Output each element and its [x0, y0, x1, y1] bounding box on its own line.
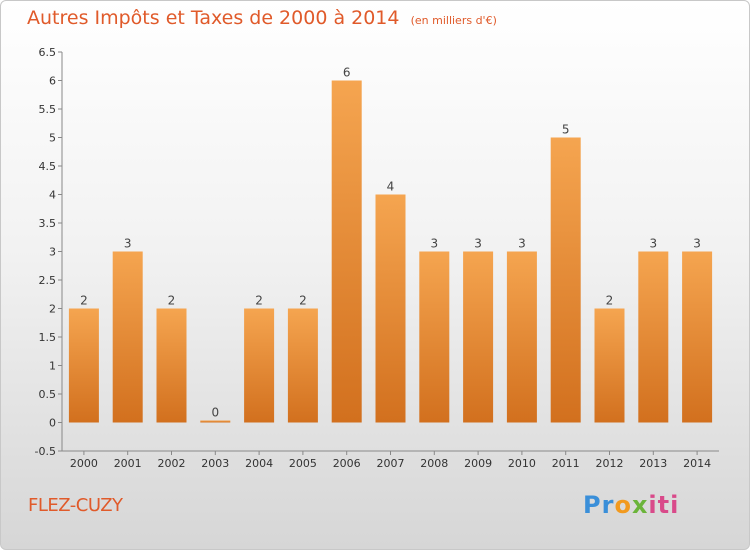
- y-tick-label: 3: [49, 246, 56, 259]
- bar: [156, 308, 187, 423]
- y-tick-label: 4: [49, 189, 56, 202]
- y-tick-label: 3.5: [39, 217, 57, 230]
- bar: [638, 251, 669, 423]
- x-tick-label: 2012: [596, 457, 624, 470]
- y-tick-label: 1: [49, 360, 56, 373]
- bar: [594, 308, 625, 423]
- bar: [112, 251, 143, 423]
- bar: [68, 308, 99, 423]
- x-tick-label: 2001: [114, 457, 142, 470]
- bar: [550, 137, 581, 423]
- y-tick-label: 6.5: [39, 46, 57, 59]
- data-label: 0: [211, 406, 219, 420]
- x-tick-label: 2007: [377, 457, 405, 470]
- data-label: 2: [299, 294, 307, 308]
- town-name: FLEZ-CUZY: [28, 495, 123, 516]
- x-tick-label: 2013: [639, 457, 667, 470]
- y-tick-label: 5.5: [39, 103, 57, 116]
- data-label: 3: [430, 237, 438, 251]
- bar: [463, 251, 494, 423]
- data-label: 3: [124, 237, 132, 251]
- data-label: 3: [474, 237, 482, 251]
- x-tick-label: 2011: [552, 457, 580, 470]
- data-label: 6: [343, 66, 351, 80]
- x-tick-label: 2010: [508, 457, 536, 470]
- data-label: 2: [606, 294, 614, 308]
- bar: [287, 308, 318, 423]
- proxiti-logo[interactable]: Proxiti: [583, 491, 680, 519]
- bar: [682, 251, 713, 423]
- data-label: 4: [387, 180, 395, 194]
- bar: [375, 194, 406, 423]
- x-tick-label: 2009: [464, 457, 492, 470]
- x-tick-label: 2000: [70, 457, 98, 470]
- bar: [244, 308, 275, 423]
- x-tick-label: 2014: [683, 457, 711, 470]
- y-tick-label: 4.5: [39, 160, 57, 173]
- y-tick-label: 5: [49, 132, 56, 145]
- data-label: 2: [80, 294, 88, 308]
- data-label: 2: [168, 294, 176, 308]
- y-tick-label: 0: [49, 417, 56, 430]
- bar: [331, 80, 362, 423]
- bar: [200, 420, 231, 423]
- bar: [506, 251, 537, 423]
- bar: [419, 251, 450, 423]
- y-tick-label: 1.5: [39, 331, 57, 344]
- chart-title: Autres Impôts et Taxes de 2000 à 2014: [27, 7, 400, 29]
- x-tick-label: 2002: [158, 457, 186, 470]
- data-label: 3: [693, 237, 701, 251]
- chart-subtitle: (en milliers d'€): [410, 14, 497, 27]
- data-label: 3: [649, 237, 657, 251]
- x-tick-label: 2008: [420, 457, 448, 470]
- x-tick-label: 2003: [201, 457, 229, 470]
- x-tick-label: 2004: [245, 457, 273, 470]
- y-tick-label: 0.5: [39, 388, 57, 401]
- y-tick-label: 6: [49, 75, 56, 88]
- data-label: 3: [518, 237, 526, 251]
- y-tick-label: 2: [49, 303, 56, 316]
- x-tick-label: 2005: [289, 457, 317, 470]
- y-tick-label: -0.5: [35, 445, 56, 458]
- data-label: 2: [255, 294, 263, 308]
- chart-title-row: Autres Impôts et Taxes de 2000 à 2014 (e…: [27, 7, 497, 29]
- y-tick-label: 2.5: [39, 274, 57, 287]
- data-label: 5: [562, 123, 570, 137]
- x-tick-label: 2006: [333, 457, 361, 470]
